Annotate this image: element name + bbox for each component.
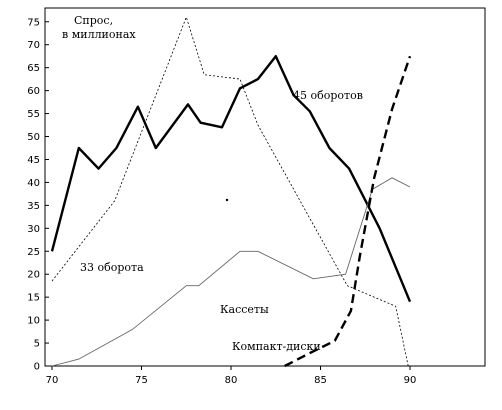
series-label-cassettes: Кассеты [220,303,269,316]
series-label-33-rpm: 33 оборота [80,261,144,274]
series-layer [50,15,412,368]
series-cassettes-line [51,177,411,367]
y-tick-label: 20 [27,270,40,281]
stray-dot [225,198,229,202]
y-tick-label: 45 [27,155,40,166]
y-axis-label-line2: в миллионах [62,28,136,41]
series-45-rpm-line [50,55,412,303]
y-tick-label: 0 [34,362,40,373]
y-tick-label: 60 [27,86,40,97]
y-axis-label-line1: Спрос, [74,14,113,27]
y-tick-label: 10 [27,316,40,327]
y-tick-label: 70 [27,40,40,51]
series-cds-line [284,55,412,368]
y-tick-label: 35 [27,201,40,212]
x-tick-label: 90 [404,375,417,386]
x-tick-label: 85 [314,375,327,386]
y-tick-label: 25 [27,247,40,258]
y-tick-label: 55 [27,109,40,120]
y-axis: 0 5 10 15 20 25 30 35 40 45 50 55 60 65 70 75 [27,8,49,373]
y-tick-label: 5 [34,339,40,350]
series-label-cds: Компакт-диски [232,340,321,353]
y-tick-label: 75 [27,17,40,28]
y-tick-label: 65 [27,63,40,74]
x-tick-label: 80 [225,375,238,386]
y-tick-label: 50 [27,132,40,143]
series-label-45-rpm: 45 оборотов [293,89,363,102]
x-tick-label: 70 [46,375,59,386]
x-tick-label: 75 [135,375,148,386]
y-tick-label: 15 [27,293,40,304]
y-tick-label: 30 [27,224,40,235]
y-tick-label: 40 [27,178,40,189]
x-axis: 70 75 80 85 90 [46,366,417,386]
